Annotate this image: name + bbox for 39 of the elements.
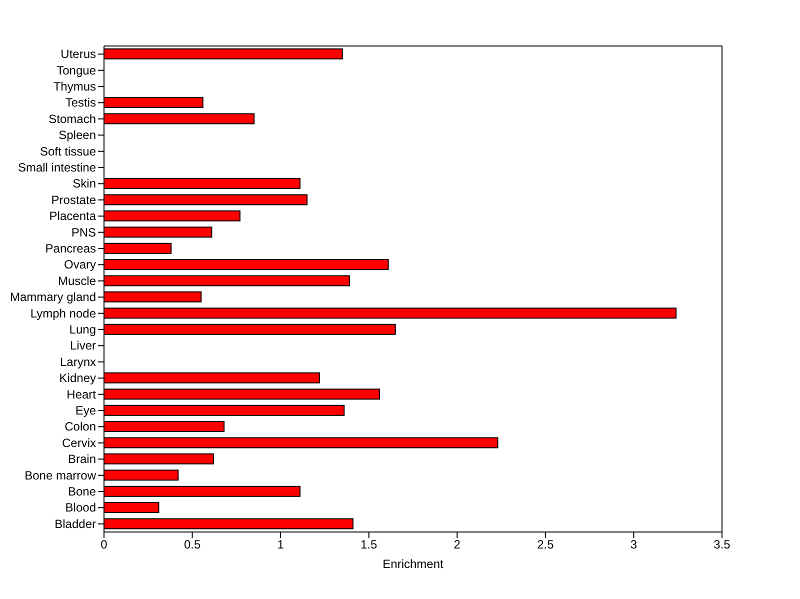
y-tick-label: Prostate <box>51 192 96 207</box>
y-tick-label: Brain <box>68 452 96 466</box>
x-tick-label: 1.5 <box>360 538 378 552</box>
y-tick-label: Lymph node <box>30 306 96 320</box>
y-tick-label: Uterus <box>60 47 96 62</box>
y-tick-label: Liver <box>70 338 96 353</box>
y-tick-label: Blood <box>65 500 96 515</box>
y-tick-label: Skin <box>72 176 96 191</box>
x-tick-label: 2 <box>454 538 461 552</box>
y-tick-label: Spleen <box>58 128 96 142</box>
y-tick-label: Colon <box>64 420 96 434</box>
y-tick-label: Bone marrow <box>24 468 96 482</box>
y-tick-label: Kidney <box>59 371 96 386</box>
y-tick-label: Eye <box>75 404 96 418</box>
y-tick-label: Stomach <box>48 112 96 126</box>
y-tick-label: Soft tissue <box>40 144 96 158</box>
y-tick-label: Lung <box>69 322 96 336</box>
y-tick-label: Heart <box>66 387 97 402</box>
y-tick-label: Mammary gland <box>10 290 96 304</box>
x-tick-label: 1 <box>277 538 284 552</box>
y-tick-label: Thymus <box>53 80 96 94</box>
y-tick-label: Cervix <box>62 436 96 450</box>
x-tick-label: 0.5 <box>184 538 201 552</box>
y-tick-label: PNS <box>71 225 96 240</box>
y-tick-label: Muscle <box>58 274 96 288</box>
x-tick-label: 3.5 <box>714 538 731 552</box>
y-tick-label: Pancreas <box>45 242 96 256</box>
x-tick-label: 0 <box>100 538 108 552</box>
y-tick-label: Bone <box>68 484 96 498</box>
x-tick-label: 2.5 <box>537 538 554 552</box>
y-tick-label: Tongue <box>56 63 96 78</box>
y-tick-label: Placenta <box>49 209 96 224</box>
y-tick-label: Small intestine <box>18 160 96 174</box>
y-tick-label: Testis <box>65 96 96 110</box>
y-tick-label: Larynx <box>60 354 96 369</box>
x-axis-title: Enrichment <box>382 557 444 571</box>
x-tick-label: 3 <box>630 538 638 552</box>
y-tick-label: Ovary <box>64 258 96 272</box>
y-tick-label: Bladder <box>54 516 96 531</box>
